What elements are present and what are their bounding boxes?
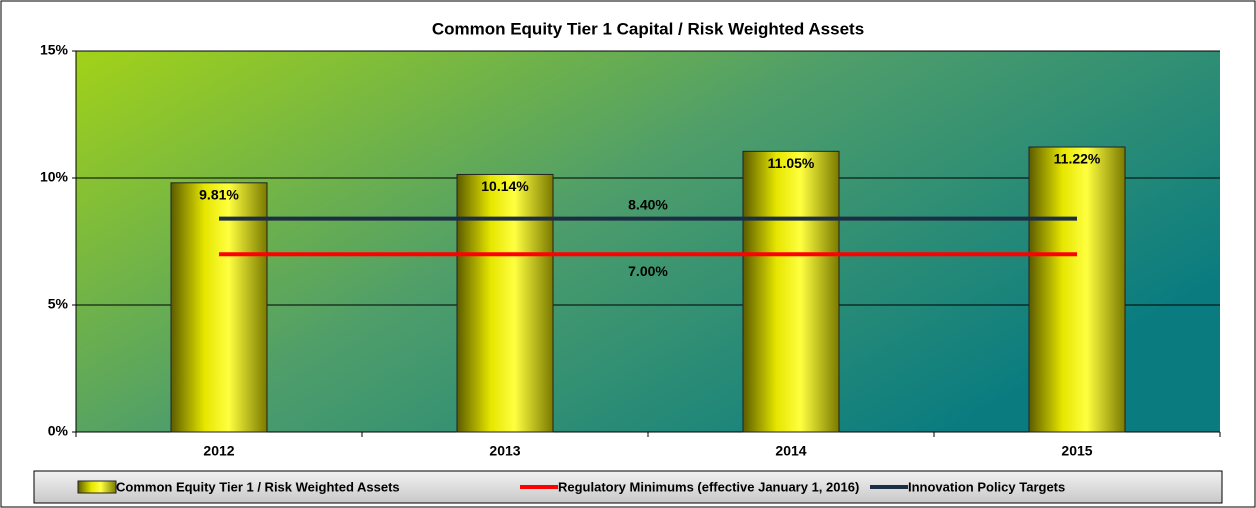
x-tick-label: 2013 [489, 443, 520, 459]
data-label: 9.81% [199, 187, 239, 203]
data-label: 11.22% [1054, 151, 1101, 167]
data-label: 11.05% [768, 155, 815, 171]
legend-label: Innovation Policy Targets [908, 479, 1065, 494]
data-label: 8.40% [628, 196, 668, 212]
y-tick-label: 0% [48, 423, 69, 439]
legend [33, 470, 1223, 504]
x-tick-label: 2015 [1061, 443, 1092, 459]
bar [456, 173, 554, 433]
y-tick-label: 10% [40, 169, 69, 185]
y-tick-label: 5% [48, 296, 69, 312]
y-tick-label: 15% [40, 42, 69, 58]
chart-title: Common Equity Tier 1 Capital / Risk Weig… [432, 19, 864, 38]
x-tick-label: 2014 [775, 443, 806, 459]
data-label: 7.00% [628, 263, 668, 279]
x-tick-label: 2012 [203, 443, 234, 459]
legend-swatch [77, 480, 117, 494]
legend-label: Common Equity Tier 1 / Risk Weighted Ass… [116, 479, 400, 494]
bar [742, 150, 840, 433]
data-label: 10.14% [481, 178, 529, 194]
bar [1028, 146, 1126, 433]
legend-label: Regulatory Minimums (effective January 1… [558, 479, 859, 494]
bar [170, 182, 268, 433]
